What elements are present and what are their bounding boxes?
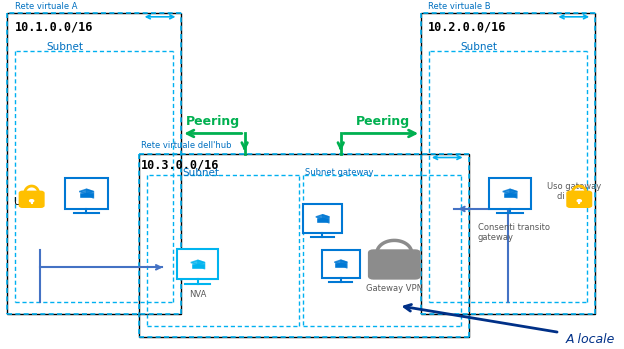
FancyBboxPatch shape — [322, 250, 359, 277]
Text: Peering: Peering — [186, 115, 240, 128]
Circle shape — [29, 200, 34, 202]
Polygon shape — [510, 189, 517, 198]
Text: Subnet: Subnet — [461, 42, 497, 52]
Bar — [421, 13, 595, 314]
FancyBboxPatch shape — [567, 192, 592, 207]
Text: 10.3.0.0/16: 10.3.0.0/16 — [141, 158, 220, 171]
FancyBboxPatch shape — [503, 192, 517, 198]
Polygon shape — [334, 260, 347, 264]
Text: Peering: Peering — [356, 115, 411, 128]
FancyBboxPatch shape — [369, 250, 420, 279]
Polygon shape — [316, 215, 329, 219]
Text: Rete virtuale B: Rete virtuale B — [428, 2, 491, 10]
Polygon shape — [86, 189, 94, 198]
Text: Uso gateway
di Azure: Uso gateway di Azure — [547, 181, 601, 201]
FancyBboxPatch shape — [19, 192, 44, 207]
Bar — [139, 154, 469, 336]
Text: Subnet: Subnet — [47, 42, 84, 52]
Polygon shape — [323, 215, 329, 223]
FancyBboxPatch shape — [334, 262, 347, 268]
Text: 10.1.0.0/16: 10.1.0.0/16 — [14, 20, 93, 33]
FancyBboxPatch shape — [489, 178, 531, 209]
Text: 10.2.0.0/16: 10.2.0.0/16 — [428, 20, 507, 33]
Text: Consenti transito
gateway: Consenti transito gateway — [477, 223, 550, 242]
FancyBboxPatch shape — [177, 249, 218, 279]
FancyBboxPatch shape — [303, 204, 343, 233]
Text: Rete virtuale dell'hub: Rete virtuale dell'hub — [141, 141, 232, 150]
Text: NVA: NVA — [189, 290, 207, 299]
FancyBboxPatch shape — [191, 262, 205, 269]
Text: Rete virtuale A: Rete virtuale A — [14, 2, 77, 10]
FancyBboxPatch shape — [65, 178, 108, 209]
Text: Subnet gateway: Subnet gateway — [306, 169, 374, 178]
Polygon shape — [79, 189, 94, 194]
FancyBboxPatch shape — [316, 217, 329, 223]
Polygon shape — [341, 260, 347, 268]
Text: UDR: UDR — [13, 197, 36, 207]
Polygon shape — [503, 189, 517, 194]
Polygon shape — [198, 260, 205, 269]
Text: Subnet: Subnet — [183, 169, 220, 178]
Text: A locale: A locale — [566, 333, 615, 346]
Bar — [7, 13, 182, 314]
Text: Gateway VPN: Gateway VPN — [366, 284, 423, 293]
FancyBboxPatch shape — [79, 192, 94, 198]
Circle shape — [577, 200, 582, 202]
Polygon shape — [191, 260, 205, 265]
